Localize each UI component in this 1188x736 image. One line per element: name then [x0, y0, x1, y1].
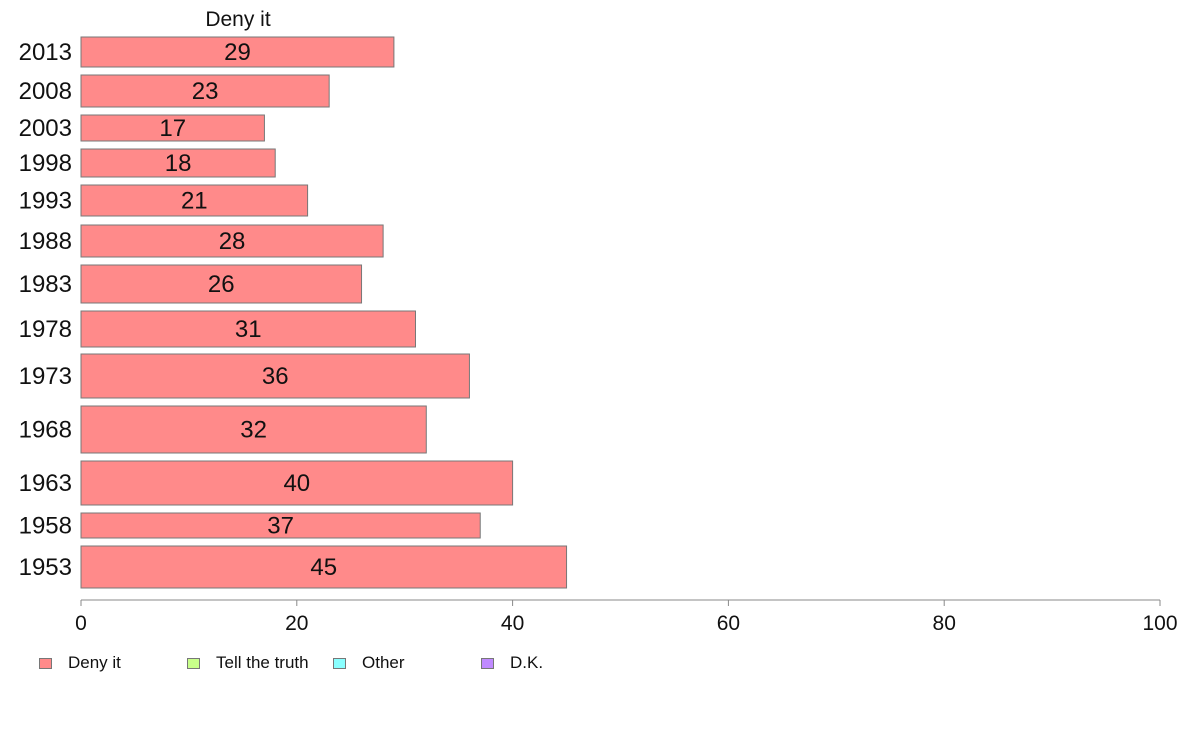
legend-label: Deny it [68, 653, 121, 672]
legend-swatch [187, 657, 200, 669]
bar-1983 [80, 264, 363, 304]
y-axis-labels: 2013 2008 2003 1998 1993 1988 1983 1978 1973 1968… [19, 39, 72, 581]
x-tick-label-20: 20 [285, 612, 308, 635]
legend-swatch [481, 657, 494, 669]
legend-swatch [39, 657, 52, 669]
bar-1993 [80, 184, 309, 217]
y-tick-label-1973: 1973 [19, 363, 72, 390]
data-label-1988: 28 [219, 228, 246, 255]
data-label-1973: 36 [262, 363, 289, 390]
x-tick-label-60: 60 [717, 612, 740, 635]
bar-1988 [80, 224, 384, 258]
bars [80, 36, 568, 589]
legend-swatch [333, 657, 346, 669]
y-tick-label-1958: 1958 [19, 513, 72, 540]
legend: Deny it Tell the truth Other D.K. [0, 652, 1188, 676]
data-label-1953: 45 [310, 554, 337, 581]
y-tick-label-1998: 1998 [19, 150, 72, 177]
data-label-2013: 29 [224, 39, 251, 66]
legend-label: D.K. [510, 653, 544, 672]
legend-item: D.K. [481, 652, 543, 674]
bar-2008 [80, 74, 330, 108]
bar-1968 [80, 405, 427, 454]
legend-label: Tell the truth [216, 653, 309, 672]
bar-1963 [80, 460, 514, 506]
data-label-1998: 18 [165, 150, 192, 177]
data-label-1968: 32 [240, 417, 267, 444]
y-tick-label-1968: 1968 [19, 417, 72, 444]
x-tick-label-40: 40 [501, 612, 524, 635]
data-label-1963: 40 [283, 470, 310, 497]
y-tick-label-1963: 1963 [19, 470, 72, 497]
y-tick-label-1953: 1953 [19, 554, 72, 581]
panel-title: Deny it [205, 8, 271, 31]
y-tick-label-1983: 1983 [19, 271, 72, 298]
bar-1978 [80, 310, 416, 348]
data-label-2008: 23 [192, 78, 219, 105]
data-label-1978: 31 [235, 316, 262, 343]
y-tick-label-1993: 1993 [19, 188, 72, 215]
bar-2013 [80, 36, 395, 68]
y-tick-label-1988: 1988 [19, 228, 72, 255]
data-label-1993: 21 [181, 188, 208, 215]
y-tick-label-2013: 2013 [19, 39, 72, 66]
x-axis: 0 20 40 60 80 100 [75, 599, 1178, 635]
data-label-2003: 17 [159, 115, 186, 142]
legend-item: Other [333, 652, 405, 674]
x-tick-label-0: 0 [75, 612, 87, 635]
legend-item: Tell the truth [187, 652, 309, 674]
x-tick-label-80: 80 [933, 612, 956, 635]
bar-1958 [80, 512, 481, 539]
y-tick-label-1978: 1978 [19, 316, 72, 343]
x-tick-label-100: 100 [1142, 612, 1177, 635]
bar-1998 [80, 148, 276, 178]
bar-2003 [80, 114, 265, 142]
y-tick-label-2008: 2008 [19, 78, 72, 105]
bar-chart: Deny it 2013 2008 2003 1998 1993 1988 1983 1978… [19, 8, 1178, 635]
bar-1953 [80, 545, 568, 589]
legend-item: Deny it [39, 652, 121, 674]
legend-label: Other [362, 653, 405, 672]
bar-1973 [80, 353, 470, 399]
y-tick-label-2003: 2003 [19, 115, 72, 142]
data-label-1958: 37 [267, 513, 294, 540]
data-label-1983: 26 [208, 271, 235, 298]
